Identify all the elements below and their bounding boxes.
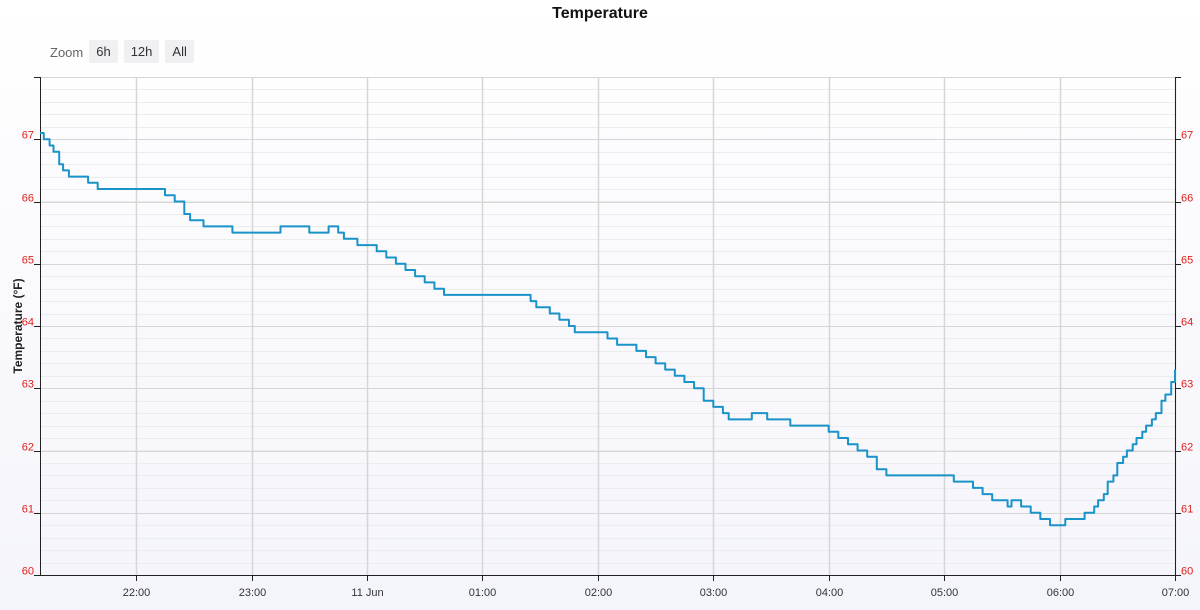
y-tick-label-left: 60 (22, 566, 34, 578)
zoom-all-button[interactable]: All (165, 40, 194, 63)
x-tick-label: 02:00 (585, 587, 613, 599)
series-line-temperature (40, 132, 1176, 527)
y-tick-label-right: 66 (1181, 193, 1193, 205)
y-tick-label-right: 64 (1181, 317, 1193, 329)
x-tick-label: 06:00 (1047, 587, 1075, 599)
y-tick-label-left: 64 (22, 317, 34, 329)
y-tick-label-right: 63 (1181, 379, 1193, 391)
x-tick-label: 05:00 (931, 587, 959, 599)
y-tick-label-right: 67 (1181, 130, 1193, 142)
x-tick-label: 04:00 (816, 587, 844, 599)
y-tick-label-left: 67 (22, 130, 34, 142)
y-tick-label-right: 61 (1181, 504, 1193, 516)
zoom-12h-button[interactable]: 12h (123, 40, 160, 63)
x-tick-label: 22:00 (123, 587, 151, 599)
y-tick-label-left: 66 (22, 193, 34, 205)
y-tick-label-right: 65 (1181, 255, 1193, 267)
x-tick-label: 23:00 (239, 587, 267, 599)
y-tick-label-left: 62 (22, 442, 34, 454)
y-tick-label-left: 63 (22, 379, 34, 391)
chart-title: Temperature (552, 5, 648, 22)
zoom-label: Zoom (50, 45, 84, 60)
x-tick-label: 07:00 (1162, 587, 1190, 599)
y-axis-title: Temperature (°F) (11, 278, 25, 373)
y-tick-label-left: 61 (22, 504, 34, 516)
x-tick-label: 11 Jun (351, 587, 383, 599)
zoom-6h-button[interactable]: 6h (89, 40, 118, 63)
y-tick-label-right: 60 (1181, 566, 1193, 578)
x-tick-label: 01:00 (469, 587, 497, 599)
y-tick-label-right: 62 (1181, 442, 1193, 454)
zoom-bar: Zoom 6h 12h All (50, 40, 200, 63)
y-tick-label-left: 65 (22, 255, 34, 267)
x-tick-label: 03:00 (700, 587, 728, 599)
